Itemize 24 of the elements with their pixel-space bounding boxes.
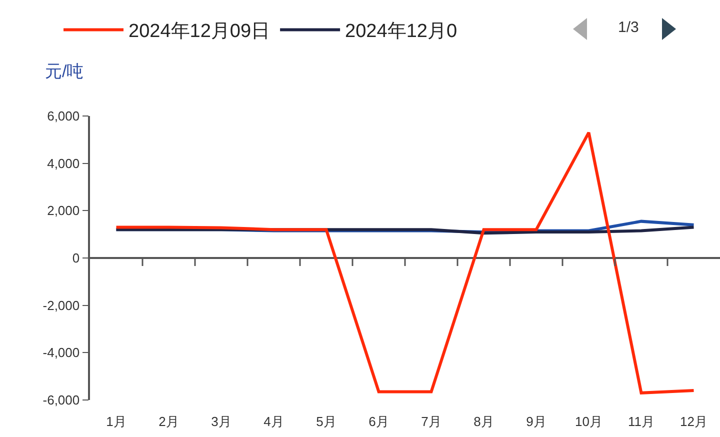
- line-series: [114, 131, 696, 394]
- x-tick-label: 7月: [421, 414, 442, 429]
- y-tick-label: 4,000: [47, 156, 80, 171]
- y-tick-label: 2,000: [47, 203, 80, 218]
- x-tick-label: 10月: [575, 414, 602, 429]
- x-tick-label: 8月: [474, 414, 494, 429]
- x-tick-label: 11月: [628, 414, 654, 429]
- x-tick-label: 2月: [158, 414, 179, 429]
- y-axis-title: 元/吨: [45, 62, 84, 81]
- y-tick-label: 0: [72, 250, 80, 266]
- y-tick-label: 6,000: [47, 108, 80, 124]
- x-tick-label: 1月: [106, 414, 126, 429]
- text: 1/3: [618, 19, 639, 36]
- y-tick-label: -6,000: [42, 392, 80, 408]
- x-tick-label: 5月: [316, 414, 336, 429]
- x-tick-label: 4月: [264, 414, 284, 429]
- legend-label: 2024年12月09日: [128, 21, 270, 42]
- y-tick-label: -2,000: [42, 298, 80, 313]
- x-tick-label: 9月: [526, 414, 546, 429]
- legend-label: 2024年12月0: [345, 21, 458, 42]
- x-tick-label: 6月: [368, 414, 389, 429]
- y-tick-label: -4,000: [42, 345, 80, 360]
- x-tick-label: 12月: [680, 414, 708, 429]
- x-tick-label: 3月: [211, 414, 232, 429]
